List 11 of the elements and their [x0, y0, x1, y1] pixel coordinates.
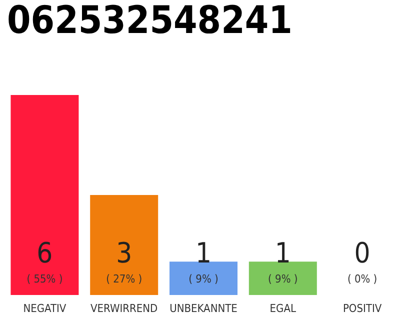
data-label: 0 ( 0% )	[347, 236, 378, 286]
chart-title: 062532548241	[7, 0, 292, 42]
x-tick-label: UNBEKANNTE	[170, 302, 238, 315]
x-tick-label: NEGATIV	[23, 302, 66, 315]
data-label: 3 ( 27% )	[106, 236, 142, 286]
data-label: 1 ( 9% )	[188, 236, 218, 286]
x-tick-label: VERWIRREND	[90, 302, 158, 315]
x-tick-label: POSITIV	[342, 302, 382, 315]
data-label: 6 ( 55% )	[26, 236, 63, 286]
data-label: 1 ( 9% )	[268, 236, 298, 286]
x-tick-label: EGAL	[270, 302, 296, 315]
